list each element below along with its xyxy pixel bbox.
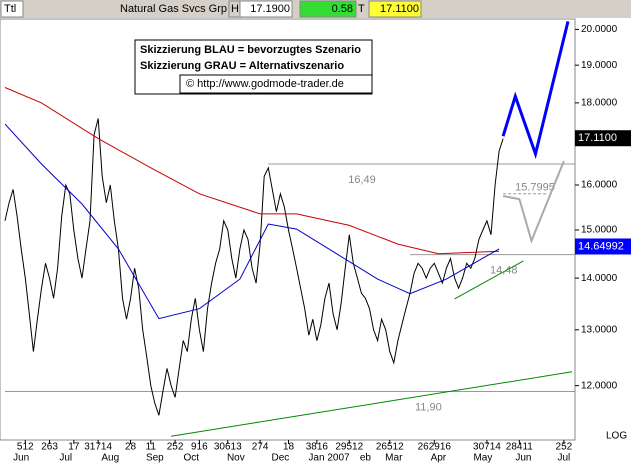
x-minor-label: 916 xyxy=(191,442,208,453)
series-line xyxy=(171,371,573,437)
x-tick-label: Nov xyxy=(227,453,245,464)
symbol-box xyxy=(0,0,24,18)
x-tick-label: May xyxy=(473,453,492,464)
series-line xyxy=(502,160,565,244)
level-label: 16,49 xyxy=(348,174,376,186)
x-minor-label: 18 xyxy=(283,442,295,453)
x-minor-label: 28 xyxy=(125,442,137,453)
level-label: 11,90 xyxy=(415,401,442,413)
x-minor-label: 26512 xyxy=(376,442,404,453)
x-tick-label: Jul xyxy=(59,453,72,464)
x-minor-label: 262916 xyxy=(418,442,452,453)
y-tick-label: 12.0000 xyxy=(581,380,618,391)
series-line xyxy=(4,118,504,416)
price-label-box xyxy=(575,238,631,255)
y-tick-label: 16.0000 xyxy=(581,180,618,191)
annotation-url: © http://www.godmode-trader.de xyxy=(186,78,344,90)
header: Ttl Natural Gas Svcs Grp H 17.1900 0.58 … xyxy=(0,0,631,18)
x-minor-label: 252 xyxy=(167,442,184,453)
high-box xyxy=(239,0,293,18)
change-box xyxy=(299,0,357,18)
x-tick-label: Apr xyxy=(431,453,447,464)
x-minor-label: 29512 xyxy=(335,442,363,453)
plot: 20.000019.000018.000017.000016.000015.00… xyxy=(4,21,631,464)
x-tick-label: Jan 2007 xyxy=(308,453,350,464)
series-line xyxy=(4,87,500,255)
price-label: 17.1100 xyxy=(578,132,617,144)
x-tick-label: Aug xyxy=(101,453,119,464)
change-value: 0.58 xyxy=(332,3,353,15)
y-tick-label: 19.0000 xyxy=(581,60,618,71)
x-tick-label: Jun xyxy=(515,453,531,464)
price-label: 14.64992 xyxy=(578,240,624,252)
x-tick-label: Jul xyxy=(558,453,571,464)
last-label: T xyxy=(358,3,365,15)
y-tick-label: 14.0000 xyxy=(581,273,618,284)
x-minor-label: 30613 xyxy=(214,442,242,453)
x-tick-label: Oct xyxy=(184,453,200,464)
series-line xyxy=(501,21,570,160)
series-line xyxy=(4,123,500,320)
x-tick-label: Mar xyxy=(385,453,403,464)
x-minor-label: 263 xyxy=(41,442,58,453)
y-tick-label: 15.0000 xyxy=(581,225,618,236)
last-value: 17.1100 xyxy=(380,3,419,15)
price-label-box xyxy=(575,130,631,147)
symbol: Ttl xyxy=(4,3,16,15)
x-minor-label: 30714 xyxy=(473,442,501,453)
y-tick-label: 18.0000 xyxy=(581,98,618,109)
annotation: Skizzierung BLAU = bevorzugtes Szenario xyxy=(140,44,361,56)
x-minor-label: 28411 xyxy=(506,442,534,453)
x-minor-label: 274 xyxy=(252,442,269,453)
series-line xyxy=(454,260,524,300)
annotation-box: Skizzierung BLAU = bevorzugtes Szenario … xyxy=(134,39,373,95)
x-tick-label: eb xyxy=(360,453,372,464)
x-tick-label: Dec xyxy=(272,453,290,464)
instrument-name: Natural Gas Svcs Grp xyxy=(120,3,227,15)
annotation: Skizzierung GRAU = Alternativszenario xyxy=(140,60,344,72)
x-tick-label: Sep xyxy=(146,453,164,464)
url-frame xyxy=(179,74,373,94)
level-label: 15.7995 xyxy=(515,182,555,194)
x-minor-label: 11 xyxy=(146,442,157,453)
y-tick-label: 20.0000 xyxy=(581,24,618,35)
high-label: H xyxy=(231,3,239,15)
plot-frame xyxy=(0,18,576,441)
x-minor-label: 17 xyxy=(68,442,80,453)
x-minor-label: 252 xyxy=(556,442,573,453)
y-tick-label: 13.0000 xyxy=(581,324,618,335)
scale-label: LOG xyxy=(606,431,627,442)
high-value: 17.1900 xyxy=(250,3,290,15)
x-minor-label: 512 xyxy=(17,442,34,453)
x-minor-label: 31714 xyxy=(84,442,112,453)
x-minor-label: 3816 xyxy=(306,442,329,453)
x-tick-label: Jun xyxy=(13,453,29,464)
last-box xyxy=(368,0,422,18)
